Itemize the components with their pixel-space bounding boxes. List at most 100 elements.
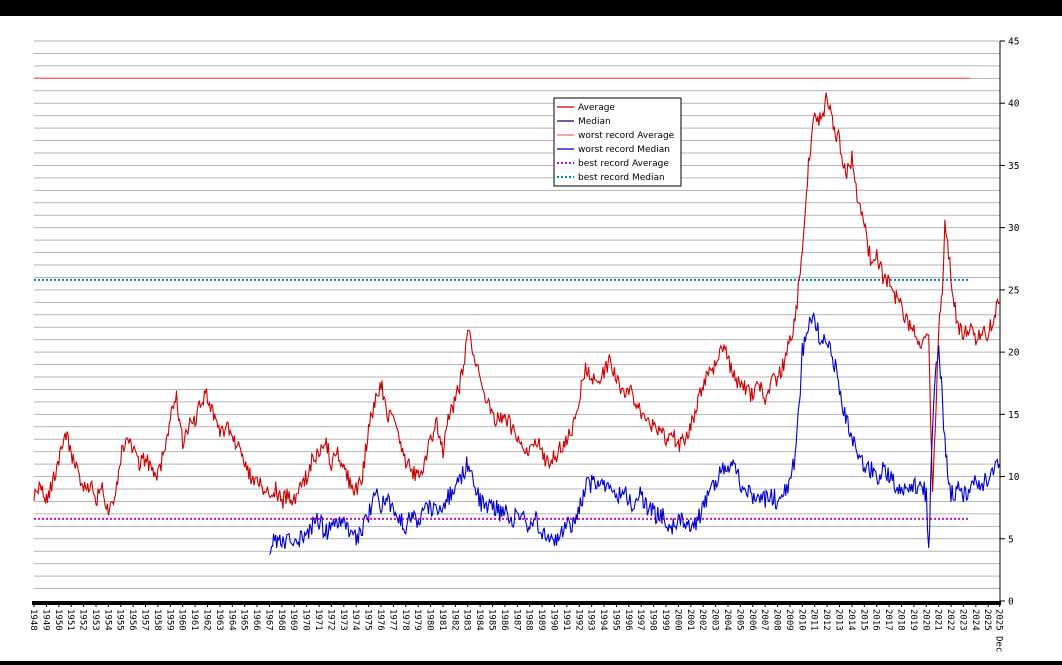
x-tick-label: 1979 bbox=[412, 609, 422, 631]
x-tick-label: 1977 bbox=[387, 609, 397, 631]
y-tick-label: 5 bbox=[1008, 534, 1014, 545]
x-tick-label: 1985 bbox=[487, 609, 497, 631]
series-line bbox=[269, 311, 1000, 555]
x-tick-label: 2014 bbox=[846, 609, 856, 631]
y-tick-label: 35 bbox=[1008, 161, 1019, 172]
y-tick-label: 10 bbox=[1008, 472, 1020, 483]
x-tick-label: 1950 bbox=[53, 609, 63, 631]
legend: Average Median worst record Average worst r… bbox=[553, 97, 682, 187]
x-tick-label: 1990 bbox=[548, 609, 558, 631]
x-tick-label: 1956 bbox=[127, 609, 137, 631]
legend-box bbox=[553, 97, 682, 187]
x-tick-label: 2001 bbox=[685, 609, 695, 631]
x-tick-label: 2025 bbox=[982, 609, 992, 631]
x-tick-label: 2003 bbox=[710, 609, 720, 631]
x-tick-label: 1959 bbox=[164, 609, 174, 631]
x-tick-label: 2013 bbox=[834, 609, 844, 631]
x-tick-label: 2007 bbox=[759, 609, 769, 631]
x-tick-label: 1961 bbox=[189, 609, 199, 631]
x-tick-label: 1997 bbox=[635, 609, 645, 631]
x-tick-label: 2010 bbox=[796, 609, 806, 631]
x-tick-label: 2002 bbox=[697, 609, 707, 631]
legend-label: best record Average bbox=[578, 159, 669, 169]
x-tick-label: 2022 bbox=[945, 609, 955, 631]
x-tick-label: 1968 bbox=[276, 609, 286, 631]
legend-label: Average bbox=[578, 103, 615, 113]
x-tick-label: 1963 bbox=[214, 609, 224, 631]
x-tick-label: 2017 bbox=[883, 609, 893, 631]
x-tick-label: 1957 bbox=[140, 609, 150, 631]
x-tick-label: 1994 bbox=[598, 609, 608, 631]
x-tick-label: 1948 bbox=[28, 609, 38, 631]
x-tick-label: 1986 bbox=[499, 609, 509, 631]
x-tick-label: 1982 bbox=[449, 609, 459, 631]
x-tick-label: 1971 bbox=[313, 609, 323, 631]
x-tick-label: 2004 bbox=[722, 609, 732, 631]
x-tick-label: 2020 bbox=[920, 609, 930, 631]
x-tick-label: 1969 bbox=[288, 609, 298, 631]
legend-label: worst record Average bbox=[578, 131, 675, 141]
grid bbox=[34, 40, 1000, 590]
y-tick-label: 25 bbox=[1008, 285, 1019, 296]
x-tick-label: 2000 bbox=[672, 609, 682, 631]
y-tick-label: 45 bbox=[1008, 37, 1019, 48]
series-line bbox=[33, 92, 1000, 516]
x-tick-label: 1983 bbox=[462, 609, 472, 631]
x-tick-label: 1995 bbox=[610, 609, 620, 631]
x-tick-label: 1972 bbox=[325, 609, 335, 631]
x-tick-label: 1962 bbox=[201, 609, 211, 631]
y-tick-label: 20 bbox=[1008, 348, 1020, 359]
legend-label: best record Median bbox=[578, 173, 665, 183]
legend-label: Median bbox=[578, 117, 611, 127]
x-tick-label: 1973 bbox=[338, 609, 348, 631]
x-tick-label: 2023 bbox=[957, 609, 967, 631]
x-tick-label: 2016 bbox=[871, 609, 881, 631]
x-tick-label: 2008 bbox=[772, 609, 782, 631]
y-tick-label: 30 bbox=[1008, 223, 1020, 234]
x-tick-label: 1981 bbox=[437, 609, 447, 631]
x-tick-label: 1993 bbox=[586, 609, 596, 631]
x-tick-label: 1951 bbox=[65, 609, 75, 631]
x-tick-label: 2018 bbox=[895, 609, 905, 631]
x-tick-label: 1954 bbox=[102, 609, 112, 631]
x-tick-label: 1965 bbox=[239, 609, 249, 631]
reference-lines bbox=[34, 77, 970, 520]
x-tick-label: 1975 bbox=[363, 609, 373, 631]
x-tick-label: 1996 bbox=[623, 609, 633, 631]
x-axis-bar bbox=[32, 601, 1001, 605]
legend-label: worst record Median bbox=[578, 145, 670, 155]
x-tick-label: 2006 bbox=[747, 609, 757, 631]
x-tick-label: 2024 bbox=[970, 609, 980, 631]
x-tick-label: 1958 bbox=[152, 609, 162, 631]
y-tick-label: 0 bbox=[1008, 597, 1014, 608]
x-tick-label: 1980 bbox=[425, 609, 435, 631]
x-tick-label: 2021 bbox=[933, 609, 943, 631]
y-tick-label: 40 bbox=[1008, 99, 1020, 110]
x-tick-label: 2025 Dec bbox=[994, 609, 1004, 652]
x-tick-label: 2005 bbox=[734, 609, 744, 631]
x-tick-label: 1978 bbox=[400, 609, 410, 631]
x-tick-label: 1992 bbox=[573, 609, 583, 631]
x-tick-label: 2012 bbox=[821, 609, 831, 631]
x-tick-label: 1988 bbox=[524, 609, 534, 631]
x-tick-label: 1955 bbox=[115, 609, 125, 631]
x-tick-label: 2011 bbox=[809, 609, 819, 631]
y-tick-label: 15 bbox=[1008, 410, 1019, 421]
x-tick-label: 1976 bbox=[375, 609, 385, 631]
x-tick-label: 1960 bbox=[177, 609, 187, 631]
x-tick-label: 1953 bbox=[90, 609, 100, 631]
x-tick-label: 2019 bbox=[908, 609, 918, 631]
x-tick-label: 1964 bbox=[226, 609, 236, 631]
x-tick-label: 1999 bbox=[660, 609, 670, 631]
x-tick-label: 1989 bbox=[536, 609, 546, 631]
series bbox=[33, 92, 1000, 555]
x-tick-label: 2009 bbox=[784, 609, 794, 631]
x-tick-label: 1974 bbox=[350, 609, 360, 631]
x-tick-label: 1998 bbox=[648, 609, 658, 631]
x-tick-label: 1949 bbox=[40, 609, 50, 631]
x-tick-label: 1987 bbox=[511, 609, 521, 631]
x-tick-label: 1991 bbox=[561, 609, 571, 631]
